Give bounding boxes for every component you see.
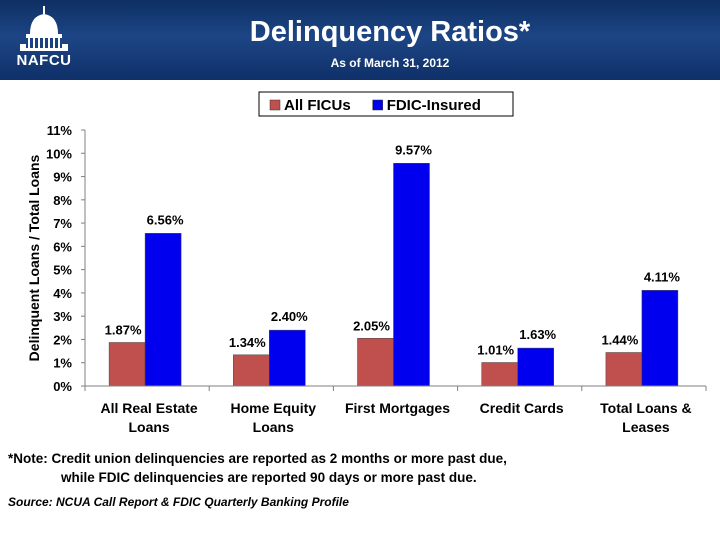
bar-fdic-insured (641, 290, 679, 387)
x-axis: All Real Estate Loans Home Equity Loans Firs… (84, 385, 707, 435)
bar-fdic-insured (517, 347, 554, 387)
data-label: 6.56% (147, 212, 184, 227)
y-tick-label: 8% (53, 193, 72, 208)
nafcu-logo: NAFCU (8, 4, 80, 76)
bar-all-ficus (605, 352, 643, 387)
x-category-label: Total Loans & (600, 400, 692, 416)
x-category-label: Credit Cards (480, 400, 564, 416)
header-banner: NAFCU Delinquency Ratios* As of March 31… (0, 0, 720, 80)
footnote: *Note: Credit union delinquencies are re… (8, 449, 708, 487)
y-tick-label: 7% (53, 216, 72, 231)
x-category-label: Loans (128, 419, 169, 435)
data-label: 1.63% (519, 327, 556, 342)
y-tick-label: 0% (53, 379, 72, 394)
x-category-label: Home Equity (231, 400, 317, 416)
x-category-label: First Mortgages (345, 400, 450, 416)
page-title: Delinquency Ratios* (249, 16, 531, 48)
legend-label: FDIC-Insured (387, 97, 481, 114)
y-tick-label: 11% (47, 123, 73, 138)
footnote-line-1: *Note: Credit union delinquencies are re… (8, 451, 507, 466)
bar-all-ficus (357, 338, 394, 387)
source-note: Source: NCUA Call Report & FDIC Quarterl… (8, 495, 349, 509)
y-tick-label: 6% (53, 239, 72, 254)
logo-text: NAFCU (16, 52, 72, 69)
y-tick-label: 4% (53, 286, 72, 301)
y-tick-label: 9% (53, 170, 72, 185)
data-label: 1.87% (105, 322, 142, 337)
y-tick-label: 5% (53, 263, 72, 278)
bar-fdic-insured (269, 329, 306, 387)
data-label: 1.01% (477, 342, 514, 357)
bar-fdic-insured (393, 163, 430, 387)
y-tick-label: 3% (53, 309, 72, 324)
y-tick-label: 10% (46, 146, 72, 161)
y-tick-label: 1% (53, 356, 72, 371)
page-subtitle: As of March 31, 2012 (330, 56, 450, 70)
footnote-line-2: while FDIC delinquencies are reported 90… (61, 470, 477, 485)
data-label: 1.34% (229, 335, 266, 350)
y-axis-title: Delinquent Loans / Total Loans (26, 154, 42, 361)
legend-box (258, 91, 514, 117)
data-label: 2.40% (271, 309, 308, 324)
data-label: 4.11% (644, 269, 681, 284)
bar-fdic-insured (144, 233, 182, 387)
bar-group: 1.87% 6.56% 1.34% 2.40% 2.05% 9.57% 1.01% 1.63%… (105, 142, 681, 387)
data-label: 1.44% (601, 332, 638, 347)
bar-all-ficus (481, 362, 518, 387)
x-category-label: Loans (253, 419, 294, 435)
legend-swatch-fdic-insured (372, 99, 383, 111)
delinquency-bar-chart: All FICUs FDIC-Insured Delinquent Loans /… (26, 91, 707, 435)
y-axis: Delinquent Loans / Total Loans 0% 1% 2% 3% 4%… (26, 123, 86, 394)
data-label: 9.57% (395, 142, 432, 157)
legend-label: All FICUs (284, 97, 351, 114)
bar-all-ficus (108, 342, 146, 387)
x-category-label: Leases (622, 419, 670, 435)
chart-legend: All FICUs FDIC-Insured (258, 91, 514, 117)
y-tick-label: 2% (53, 332, 72, 347)
data-label: 2.05% (353, 318, 390, 333)
capitol-dome-icon (20, 6, 68, 51)
x-category-label: All Real Estate (100, 400, 197, 416)
legend-swatch-all-ficus (269, 99, 281, 111)
bar-all-ficus (233, 354, 270, 387)
